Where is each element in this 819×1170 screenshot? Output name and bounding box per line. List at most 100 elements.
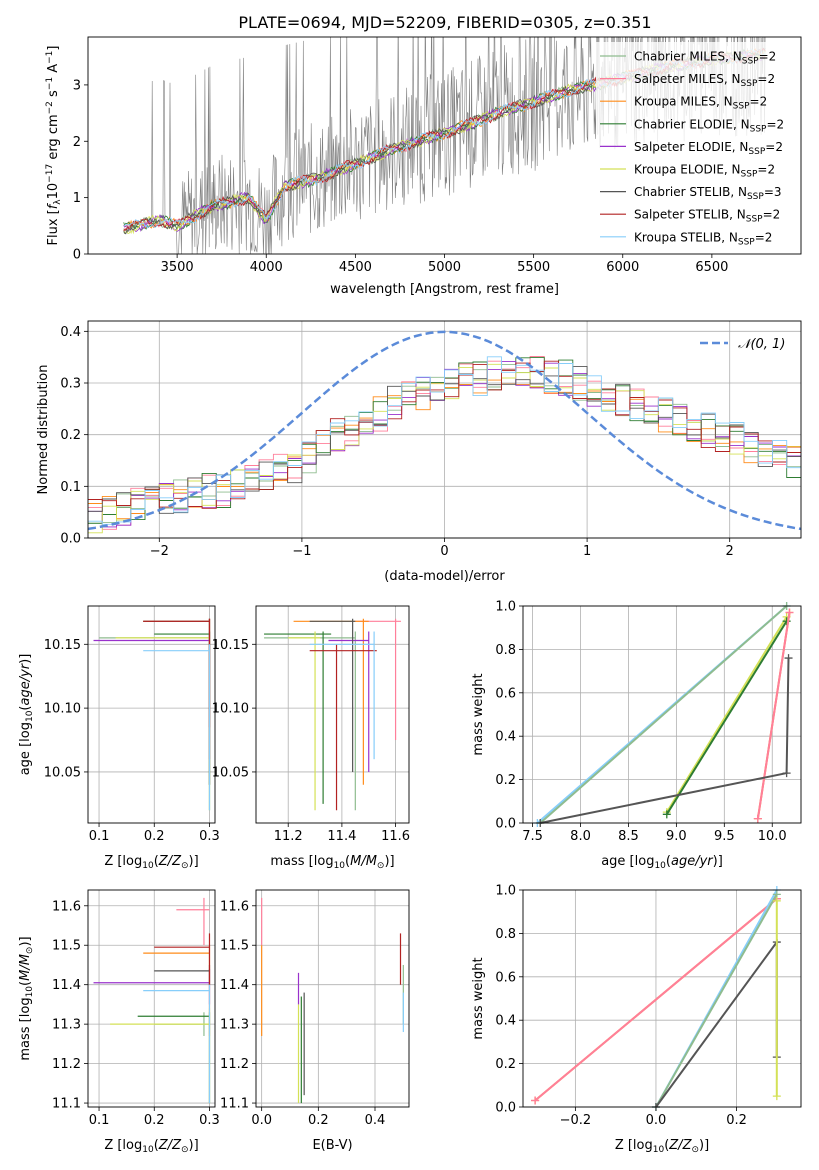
x-tick-label: 0.2	[726, 1113, 747, 1128]
x-tick-label: −2	[150, 544, 169, 559]
age_vs_Z-plot-area	[93, 618, 211, 811]
x-tick-label: 0.0	[251, 1113, 272, 1128]
x-axis-label: E(B-V)	[312, 1138, 352, 1153]
y-tick-label: 3	[73, 78, 81, 93]
y-tick-label: 10.15	[44, 638, 81, 653]
spectrum-chart: 3500 4000 4500 5000 5500 6000 6500 0 1 2 3 Chabrier…	[45, 36, 802, 297]
mass_weight_vs_Z-chart: −0.2 0.0 0.2 0.0 0.2 0.4 0.6 0.8 1.0 Z [log10(Z/Z…	[471, 884, 802, 1155]
y-tick-label: 11.4	[220, 978, 249, 993]
axes-frame	[255, 889, 410, 1108]
y-tick-label: 0.2	[495, 773, 516, 788]
residual-histogram	[88, 360, 801, 509]
plots-layer: 3500 4000 4500 5000 5500 6000 6500 0 1 2 3 Chabrier…	[18, 36, 802, 1155]
y-tick-label: 11.1	[52, 1097, 81, 1112]
y-tick-label: 10.05	[212, 765, 249, 780]
x-axis-label: Z [log10(Z/Z⊙)]	[104, 1138, 198, 1155]
y-tick-label: 11.3	[220, 1018, 249, 1033]
legend-label: Kroupa STELIB, NSSP=2	[634, 230, 772, 247]
errorbar-point	[93, 968, 211, 1005]
weight-line	[539, 605, 788, 824]
y-tick-label: 11.4	[52, 978, 81, 993]
y-tick-label: 11.1	[220, 1097, 249, 1112]
weight-marker	[772, 1092, 781, 1101]
y-tick-label: 0.2	[60, 428, 81, 443]
y-axis-label: age [log10(age/yr)]	[18, 654, 35, 776]
x-tick-label: 9.5	[714, 829, 735, 844]
axes-frame	[87, 889, 216, 1108]
axes-frame	[255, 605, 410, 824]
x-tick-label: 6500	[695, 260, 728, 275]
x-tick-label: 0.3	[199, 829, 220, 844]
errorbar-point	[137, 1012, 211, 1104]
x-tick-label: 10.0	[758, 829, 787, 844]
y-axis-label: Normed distribution	[36, 365, 51, 495]
residual-histogram	[88, 356, 801, 525]
y-tick-label: 0.4	[495, 1014, 516, 1029]
weight-marker	[662, 810, 671, 819]
y-tick-label: 11.2	[52, 1057, 81, 1072]
x-tick-label: 3500	[161, 260, 194, 275]
axes-frame	[87, 605, 216, 824]
age_vs_Z-chart: 0.1 0.2 0.3 10.05 10.10 10.15 Z [log10(Z/Z⊙)] a…	[18, 605, 220, 871]
legend-label: Salpeter STELIB, NSSP=2	[634, 208, 780, 225]
errorbar-point	[328, 631, 370, 772]
y-tick-label: 1	[73, 191, 81, 206]
weight-marker	[531, 1096, 540, 1105]
weight-line	[665, 620, 788, 815]
errorbar-point	[288, 631, 321, 811]
x-tick-label: 1	[583, 544, 591, 559]
x-axis-label: age [log10(age/yr)]	[601, 854, 723, 871]
y-tick-label: 0.8	[495, 927, 516, 942]
y-tick-label: 0.1	[60, 480, 81, 495]
x-tick-label: 8.5	[618, 829, 639, 844]
errorbar-point	[293, 618, 369, 785]
x-tick-label: 11.4	[327, 829, 356, 844]
y-axis-label: mass weight	[471, 957, 486, 1039]
weight-marker	[753, 814, 762, 823]
x-tick-label: 9.0	[666, 829, 687, 844]
y-tick-label: 11.2	[220, 1057, 249, 1072]
errorbar-point	[309, 618, 356, 772]
x-tick-label: 0.3	[199, 1113, 220, 1128]
errorbar-point	[264, 631, 332, 804]
x-tick-label: 4500	[339, 260, 372, 275]
legend-label: 𝒩(0, 1)	[738, 337, 785, 352]
axes-frame	[87, 320, 802, 539]
x-tick-label: 0.0	[646, 1113, 667, 1128]
errorbar-point	[355, 618, 401, 741]
weight-line	[655, 893, 778, 1108]
x-tick-label: 0.4	[365, 1113, 386, 1128]
x-tick-label: 11.2	[274, 829, 303, 844]
mass_vs_ebv-chart: 0.0 0.2 0.4 11.1 11.2 11.3 11.4 11.5 11.6	[220, 889, 410, 1128]
errorbar-point	[143, 618, 211, 728]
legend-label: Salpeter MILES, NSSP=2	[634, 72, 775, 89]
y-tick-label: 0.0	[495, 817, 516, 832]
x-tick-label: −1	[292, 544, 311, 559]
x-axis-label: wavelength [Angstrom, rest frame]	[330, 282, 559, 297]
spectrum-legend: Chabrier MILES, NSSP=2 Salpeter MILES, NS…	[596, 42, 796, 250]
x-tick-label: 0.1	[89, 829, 110, 844]
errorbar-point	[309, 644, 377, 811]
x-tick-label: 0.2	[144, 829, 165, 844]
weight-marker	[772, 896, 781, 905]
weight-marker	[785, 608, 794, 617]
legend-box	[596, 42, 796, 250]
x-tick-label: 0.2	[308, 1113, 329, 1128]
x-tick-label: 0.2	[144, 1113, 165, 1128]
weight-line	[756, 612, 791, 819]
y-tick-label: 1.0	[495, 884, 516, 899]
x-tick-label: 11.6	[381, 829, 410, 844]
errorbar-point	[309, 631, 375, 760]
y-tick-label: 0.4	[60, 325, 81, 340]
x-tick-label: −0.2	[560, 1113, 592, 1128]
normal-distribution-curve	[88, 330, 801, 531]
y-tick-label: 0.6	[495, 970, 516, 985]
y-tick-label: 11.6	[52, 899, 81, 914]
legend-label: Salpeter ELODIE, NSSP=2	[634, 140, 783, 157]
mass_vs_Z-plot-area	[93, 897, 211, 1104]
errorbar-point	[143, 644, 211, 811]
y-tick-label: 0	[73, 248, 81, 263]
residuals-chart: −2 −1 0 1 2 0.0 0.1 0.2 0.3 0.4 𝒩(0, 1) (data-model…	[36, 320, 802, 584]
mass_vs_ebv-plot-area	[261, 897, 404, 1104]
